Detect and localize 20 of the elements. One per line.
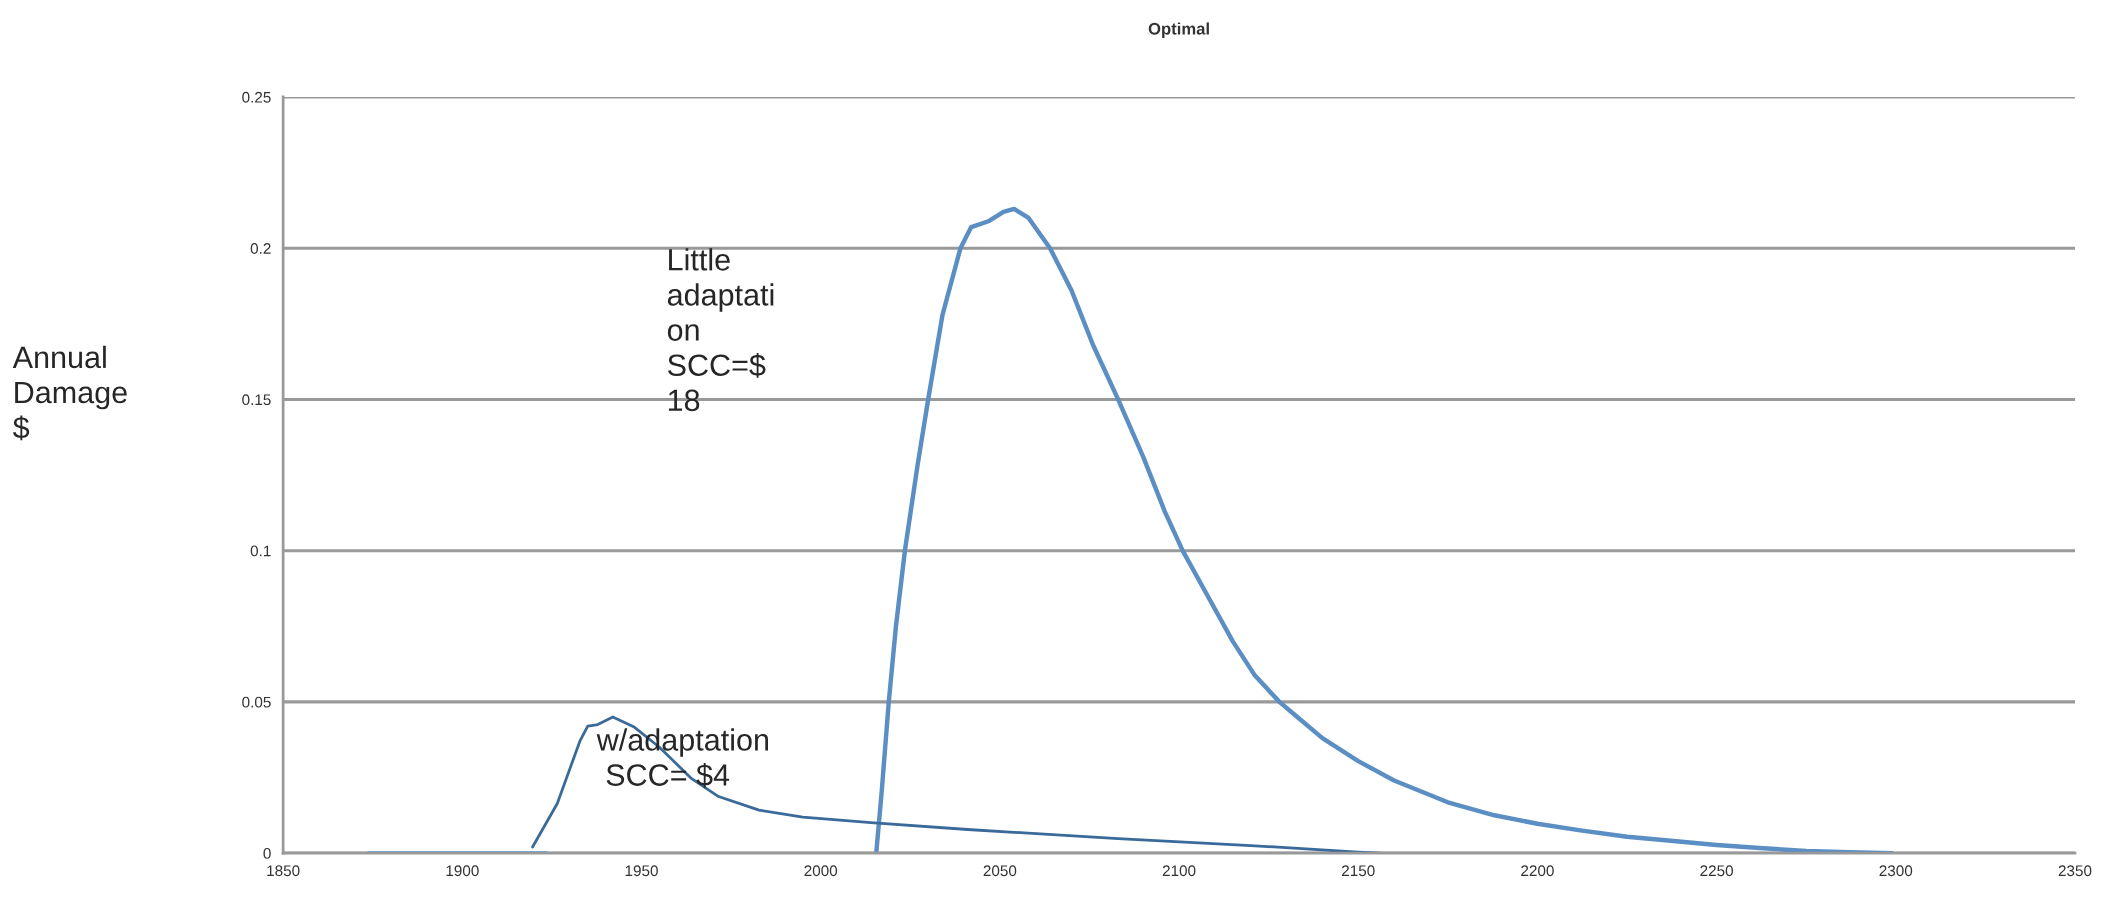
x-tick-label: 1850 <box>267 865 300 877</box>
x-tick-label: 2000 <box>804 865 838 877</box>
x-tick-label: 1900 <box>446 865 479 877</box>
chart-title: Optimal <box>1148 22 1209 38</box>
y-tick-label: 0.15 <box>242 394 271 406</box>
x-tick-label: 2200 <box>1521 865 1554 877</box>
y-tick-label: 0.1 <box>250 545 271 557</box>
x-tick-label: 2350 <box>2058 865 2092 877</box>
x-tick-label: 2050 <box>983 865 1017 877</box>
x-tick-label: 2250 <box>1700 865 1733 877</box>
x-tick-label: 1950 <box>625 865 658 877</box>
x-tick-label: 2100 <box>1162 865 1196 877</box>
x-tick-label: 2150 <box>1342 865 1375 877</box>
y-tick-label: 0 <box>263 847 271 859</box>
x-tick-label: 2300 <box>1879 865 1913 877</box>
y-axis-title: Annual Damage $ <box>12 345 127 441</box>
y-tick-label: 0.05 <box>242 696 271 708</box>
annotation: Little adaptati on SCC=$ 18 <box>667 248 774 412</box>
y-tick-label: 0.2 <box>250 243 271 254</box>
y-tick-label: 0.25 <box>242 91 271 103</box>
